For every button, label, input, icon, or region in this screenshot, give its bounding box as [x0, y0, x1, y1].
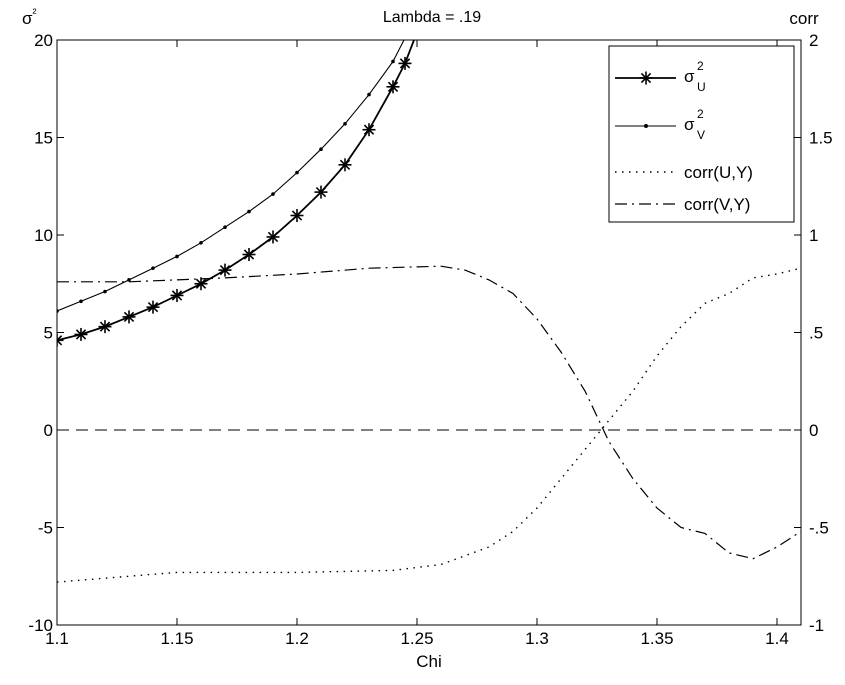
x-tick-label: 1.4 [765, 629, 789, 648]
series-point-dot [79, 299, 83, 304]
series-point-dot [199, 241, 203, 245]
x-tick-label: 1.3 [525, 629, 549, 648]
y-left-tick-label: -10 [28, 616, 53, 635]
y-right-tick-label: 1.5 [809, 129, 833, 148]
y-left-axis-ticks: -10 -5 0 5 10 15 20 [28, 31, 64, 635]
y-left-tick-label: 10 [34, 226, 53, 245]
series-point-asterisk [266, 230, 280, 244]
legend-label-subscript: V [697, 128, 705, 142]
series-point-dot [271, 192, 275, 196]
x-axis-ticks: 1.1 1.15 1.2 1.25 1.3 1.35 1.4 [45, 40, 789, 648]
y-right-tick-label: 0 [809, 421, 818, 440]
legend-item-2: σ2 V [615, 107, 705, 142]
series-point-dot [175, 254, 179, 259]
series-point-asterisk [314, 185, 328, 199]
y-left-tick-label: 20 [34, 31, 53, 50]
series-point-dot [127, 278, 131, 282]
series-4 [57, 265, 801, 560]
series-layer [57, 40, 801, 583]
series-point-asterisk [57, 333, 64, 347]
series-point-asterisk [290, 209, 304, 222]
y-right-tick-label: 1 [809, 226, 818, 245]
series-2 [57, 40, 405, 313]
series-line [57, 40, 405, 312]
series-point-asterisk [74, 327, 88, 341]
legend-box [608, 45, 795, 223]
y-right-tick-label: -1 [809, 616, 824, 635]
x-tick-label: 1.35 [640, 629, 673, 648]
series-point-dot [151, 266, 155, 270]
y-left-tick-label: -5 [38, 519, 53, 538]
chart-title: Lambda = .19 [383, 9, 481, 26]
y-right-axis-label: corr [789, 9, 819, 28]
legend-label: corr(U,Y) [684, 163, 753, 182]
legend-item-1: σ2 U [615, 59, 706, 94]
y-right-tick-label: .5 [809, 324, 823, 343]
x-tick-label: 1.25 [400, 629, 433, 648]
series-point-asterisk [122, 310, 136, 324]
y-left-tick-label: 15 [34, 129, 53, 148]
x-tick-label: 1.15 [160, 629, 193, 648]
legend-item-4: corr(V,Y) [615, 195, 750, 214]
series-point-dot [223, 225, 227, 229]
x-tick-label: 1.1 [45, 629, 69, 648]
legend-label-superscript: 2 [697, 59, 704, 73]
series-point-dot [247, 209, 251, 214]
series-point-dot [343, 122, 347, 126]
x-tick-label: 1.2 [285, 629, 309, 648]
series-point-asterisk [338, 158, 352, 172]
y-right-tick-label: 2 [809, 31, 818, 50]
series-point-asterisk [146, 300, 160, 314]
legend-item-3: corr(U,Y) [615, 163, 753, 182]
y-right-axis-ticks: -1 -.5 0 .5 1 1.5 2 [794, 31, 833, 635]
x-axis-label: Chi [416, 652, 442, 671]
series-line [57, 265, 801, 560]
y-left-axis-label: σ² [22, 6, 37, 28]
series-point-asterisk [98, 320, 112, 334]
y-left-tick-label: 0 [44, 421, 53, 440]
series-point-asterisk [386, 80, 400, 94]
series-point-dot [391, 59, 395, 64]
series-point-dot [319, 147, 323, 151]
legend-dot-marker [644, 124, 648, 128]
series-point-asterisk [242, 248, 256, 261]
series-point-asterisk [218, 263, 232, 277]
legend-label: σ [684, 67, 695, 86]
series-point-dot [103, 289, 107, 294]
series-point-dot [57, 309, 59, 313]
series-point-asterisk [398, 56, 412, 70]
legend-label: corr(V,Y) [684, 195, 750, 214]
legend-label: σ [684, 115, 695, 134]
y-right-tick-label: -.5 [809, 519, 829, 538]
series-point-dot [367, 92, 371, 97]
legend-label-superscript: 2 [697, 107, 704, 121]
legend-label-subscript: U [697, 80, 706, 94]
series-point-asterisk [170, 288, 184, 302]
y-left-tick-label: 5 [44, 324, 53, 343]
series-point-asterisk [362, 123, 376, 137]
series-1 [57, 40, 415, 347]
series-point-asterisk [639, 71, 653, 85]
series-point-dot [295, 170, 299, 175]
